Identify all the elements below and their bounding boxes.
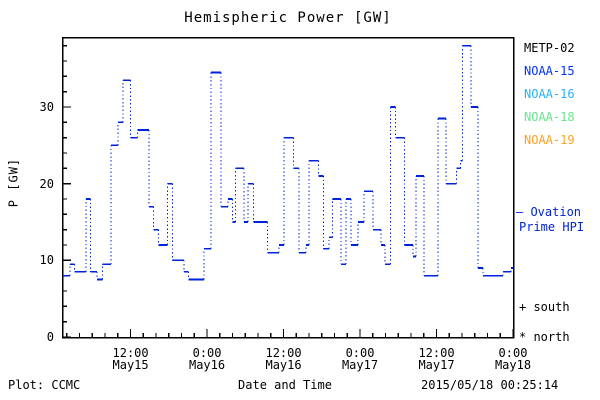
legend-ovation-prime-hpi: — Ovation Prime HPI <box>516 205 584 235</box>
ovation-label-line2: Prime HPI <box>519 220 585 234</box>
hpi-step-line <box>63 44 513 281</box>
axis-ticks <box>63 45 514 338</box>
y-tick-label: 10 <box>39 253 54 268</box>
plot-timestamp: 2015/05/18 00:25:14 <box>421 378 559 392</box>
plot-source-text: Plot: CCMC <box>8 378 81 392</box>
legend-north-marker: * north <box>519 330 570 344</box>
x-tick-label: 12:00 May15 <box>112 346 149 372</box>
legend-south-marker: + south <box>519 300 570 314</box>
ovation-line-marker: — Ovation <box>516 205 582 219</box>
x-tick-label: 12:00 May17 <box>418 346 455 372</box>
legend-item-noaa-16: NOAA-16 <box>524 87 575 101</box>
legend-item-noaa-18: NOAA-18 <box>524 110 575 124</box>
legend-item-metp-02: METP-02 <box>524 41 575 55</box>
y-tick-label: 20 <box>39 176 54 191</box>
y-tick-label: 0 <box>46 330 54 344</box>
hpi-step-line-vertical-connectors <box>69 45 512 280</box>
x-axis-label: Date and Time <box>238 378 332 392</box>
x-tick-label: 0:00 May16 <box>188 346 226 372</box>
x-tick-label: 0:00 May18 <box>494 346 532 372</box>
legend-item-noaa-15: NOAA-15 <box>524 64 575 78</box>
x-tick-label: 0:00 May17 <box>341 346 379 372</box>
y-tick-label: 30 <box>39 100 54 114</box>
plot-box <box>61 36 515 339</box>
legend-item-noaa-19: NOAA-19 <box>524 133 575 147</box>
x-tick-label: 12:00 May16 <box>265 346 302 372</box>
chart-title: Hemispheric Power [GW] <box>184 10 392 26</box>
